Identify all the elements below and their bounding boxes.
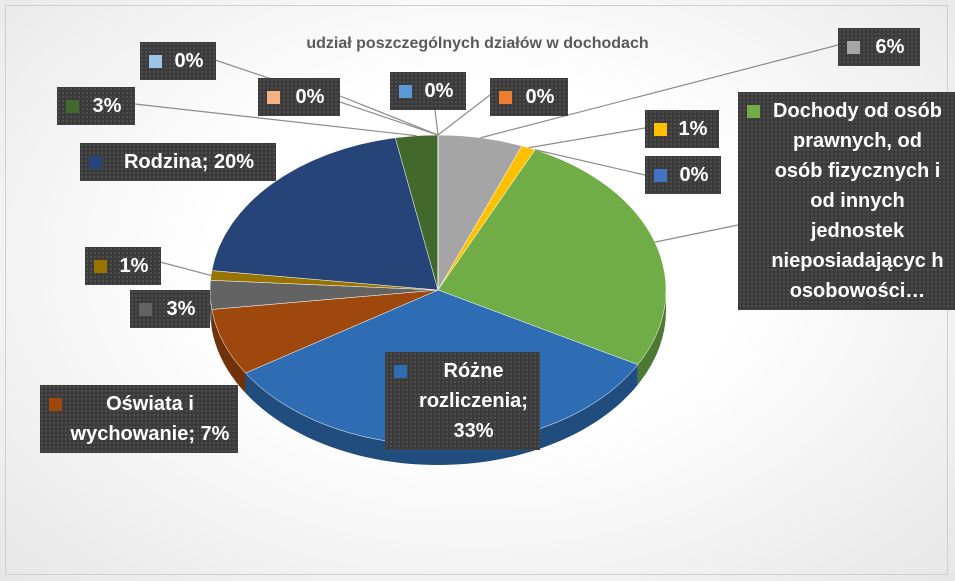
label-marker (89, 156, 102, 169)
label-marker (267, 91, 280, 104)
data-label-text: 0% (525, 86, 555, 108)
label-marker (66, 100, 79, 113)
data-label: 0% (490, 78, 568, 116)
data-label: Różne rozliczenia; 33% (385, 352, 540, 450)
data-label: 3% (57, 87, 135, 125)
label-marker (149, 55, 162, 68)
data-label: 0% (258, 78, 340, 116)
label-marker (49, 398, 62, 411)
data-label-text: 6% (875, 36, 905, 58)
data-label-text: 3% (92, 95, 122, 117)
label-marker (94, 260, 107, 273)
label-marker (747, 105, 760, 118)
data-label: 1% (645, 110, 719, 148)
data-label-text: 1% (119, 255, 149, 277)
data-label: Oświata i wychowanie; 7% (40, 385, 238, 453)
data-label-text: 1% (678, 118, 708, 140)
chart-title: udział poszczególnych działów w dochodac… (306, 35, 649, 52)
data-label: 0% (645, 156, 721, 194)
leader-line (134, 103, 417, 137)
data-label-text: 3% (166, 298, 196, 320)
data-label: Dochody od osób prawnych, od osób fizycz… (738, 92, 955, 310)
data-label: 0% (390, 72, 466, 110)
data-label-text: 0% (295, 86, 325, 108)
data-label-text: Dochody od osób prawnych, od osób fizycz… (771, 100, 944, 302)
data-label-text: 0% (424, 80, 454, 102)
label-marker (499, 91, 512, 104)
leader-line (534, 149, 646, 176)
label-marker (654, 169, 667, 182)
data-label-text: 0% (174, 50, 204, 72)
label-marker (399, 85, 412, 98)
slice-side (211, 309, 246, 394)
label-marker (139, 303, 152, 316)
leader-line (437, 94, 491, 136)
data-label-text: Rodzina; 20% (123, 151, 255, 173)
data-label: 0% (140, 42, 216, 80)
slice (211, 137, 439, 291)
label-marker (394, 365, 407, 378)
leader-line (329, 91, 439, 136)
data-label: Rodzina; 20% (80, 143, 276, 181)
data-label: 3% (130, 290, 210, 328)
slice-side (637, 290, 666, 385)
label-marker (654, 123, 667, 136)
label-marker (847, 41, 860, 54)
data-label-text: Oświata i wychowanie; 7% (70, 393, 230, 445)
leader-line (528, 127, 646, 149)
data-label: 6% (838, 28, 920, 66)
leader-line (434, 109, 439, 136)
leader-line (654, 224, 739, 243)
data-label-text: 0% (679, 164, 709, 186)
leader-line (159, 261, 212, 276)
data-label-text: Różne rozliczenia; 33% (419, 360, 528, 442)
leader-line (480, 44, 839, 139)
data-label: 1% (85, 247, 161, 285)
